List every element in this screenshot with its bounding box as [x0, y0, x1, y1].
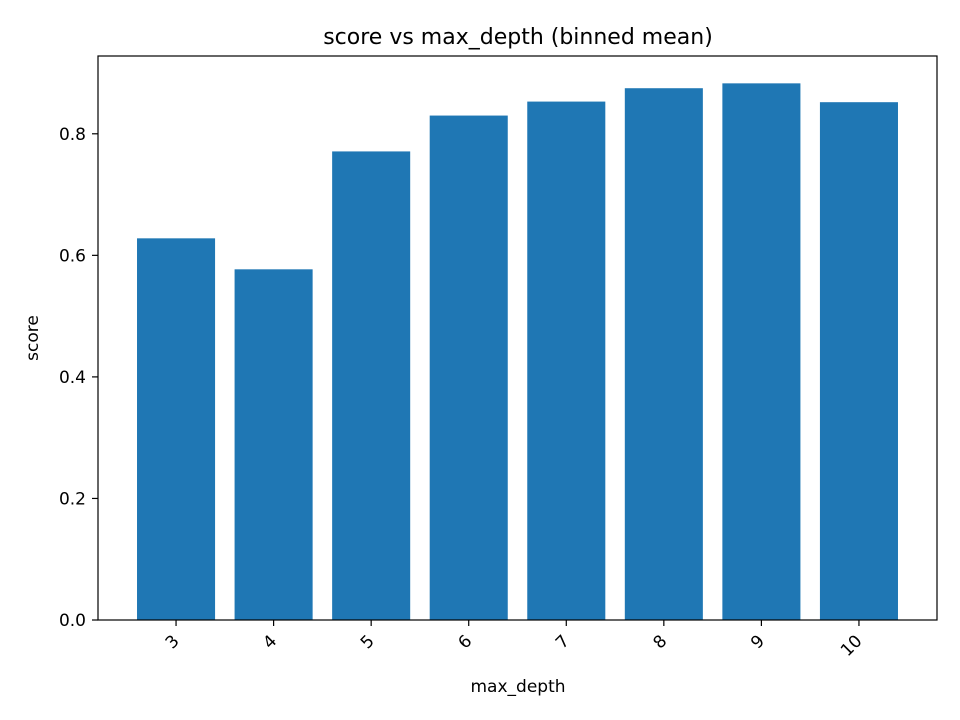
- x-tick-label: 3: [162, 631, 184, 653]
- y-axis-ticks: 0.0 0.2 0.4 0.6 0.8: [59, 125, 98, 631]
- x-tick-label: 5: [357, 631, 379, 653]
- bars-layer: [137, 83, 898, 621]
- y-tick-label: 0.8: [59, 125, 86, 145]
- x-axis-ticks: 3 4 5 6 7 8 9 10: [162, 620, 866, 661]
- bar-10: [819, 102, 898, 620]
- x-tick-label: 4: [259, 631, 281, 653]
- plot-frame: [97, 55, 938, 621]
- x-tick-label: 8: [650, 631, 672, 653]
- x-tick-label: 9: [747, 631, 769, 653]
- bar-9: [722, 83, 801, 621]
- y-tick-label: 0.2: [59, 489, 86, 509]
- x-tick-label: 10: [837, 631, 866, 660]
- bar-5: [332, 151, 411, 621]
- x-tick-label: 6: [454, 631, 476, 653]
- x-tick-label: 7: [552, 631, 574, 653]
- y-tick-label: 0.6: [59, 246, 86, 266]
- bar-7: [527, 101, 606, 620]
- bar-6: [429, 115, 508, 620]
- bar-4: [234, 269, 313, 620]
- chart-title: score vs max_depth (binned mean): [323, 25, 713, 50]
- x-axis-label: max_depth: [470, 677, 565, 697]
- y-tick-label: 0.0: [59, 611, 86, 631]
- y-axis-label: score: [23, 315, 43, 361]
- y-tick-label: 0.4: [59, 368, 86, 388]
- bar-3: [137, 238, 216, 620]
- bar-8: [624, 88, 703, 620]
